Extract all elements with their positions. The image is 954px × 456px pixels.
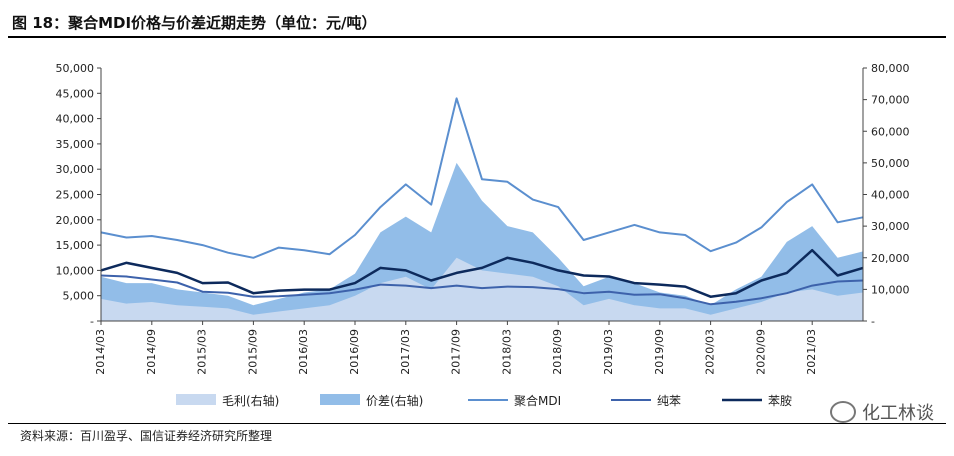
- y-right-tick-label: 80,000: [871, 62, 910, 75]
- x-tick-label: 2017/09: [450, 329, 463, 375]
- legend-swatch: [320, 394, 360, 405]
- legend-label: 聚合MDI: [514, 393, 561, 408]
- watermark: 化工林谈: [830, 399, 934, 425]
- x-tick-label: 2019/03: [602, 329, 615, 375]
- y-left-tick-label: 50,000: [56, 62, 95, 75]
- x-tick-label: 2016/03: [297, 329, 310, 375]
- series-line-mdi: [100, 97, 864, 259]
- source-note: 资料来源：百川盈孚、国信证券经济研究所整理: [20, 429, 273, 443]
- legend-swatch: [176, 394, 216, 405]
- y-right-tick-label: -: [871, 315, 875, 328]
- x-tick-label: 2015/03: [196, 329, 209, 375]
- legend-label: 纯苯: [657, 394, 681, 408]
- y-left-tick-label: 5,000: [63, 290, 95, 303]
- wechat-icon: [830, 401, 856, 423]
- y-left-tick-label: 20,000: [56, 214, 95, 227]
- watermark-text: 化工林谈: [862, 403, 934, 424]
- y-right-tick-label: 30,000: [871, 220, 910, 233]
- legend-label: 苯胺: [768, 394, 792, 408]
- x-tick-label: 2020/09: [754, 329, 767, 375]
- title-bar: 图 18：聚合MDI价格与价差近期走势（单位：元/吨）: [8, 6, 946, 38]
- legend-label: 毛利(右轴): [222, 393, 279, 408]
- y-left-tick-label: 45,000: [56, 87, 95, 100]
- bottom-rule: [8, 423, 946, 424]
- series-area-spread: [101, 162, 863, 321]
- x-tick-label: 2016/09: [348, 329, 361, 375]
- y-right-tick-label: 10,000: [871, 283, 910, 296]
- y-right-tick-label: 50,000: [871, 157, 910, 170]
- x-tick-label: 2019/09: [653, 329, 666, 375]
- x-tick-label: 2018/03: [500, 329, 513, 375]
- y-left-tick-label: 25,000: [56, 189, 95, 202]
- series-line-aniline: [100, 248, 864, 298]
- y-right-tick-label: 40,000: [871, 189, 910, 202]
- x-tick-label: 2018/09: [551, 329, 564, 375]
- x-tick-label: 2020/03: [704, 329, 717, 375]
- x-tick-label: 2015/09: [246, 329, 259, 375]
- y-right-tick-label: 20,000: [871, 252, 910, 265]
- y-left-tick-label: 15,000: [56, 239, 95, 252]
- series-line-benzene: [100, 274, 864, 306]
- y-left-tick-label: 35,000: [56, 138, 95, 151]
- y-right-tick-label: 60,000: [871, 125, 910, 138]
- x-tick-label: 2014/03: [94, 329, 107, 375]
- series-area-margin: [101, 257, 863, 321]
- x-tick-label: 2014/09: [145, 329, 158, 375]
- x-tick-label: 2017/03: [399, 329, 412, 375]
- x-tick-label: 2021/03: [805, 329, 818, 375]
- legend-label: 价差(右轴): [366, 393, 423, 408]
- y-left-tick-label: -: [90, 315, 94, 328]
- chart-title: 图 18：聚合MDI价格与价差近期走势（单位：元/吨）: [12, 14, 377, 32]
- y-right-tick-label: 70,000: [871, 94, 910, 107]
- y-left-tick-label: 40,000: [56, 113, 95, 126]
- y-left-tick-label: 10,000: [56, 264, 95, 277]
- y-left-tick-label: 30,000: [56, 163, 95, 176]
